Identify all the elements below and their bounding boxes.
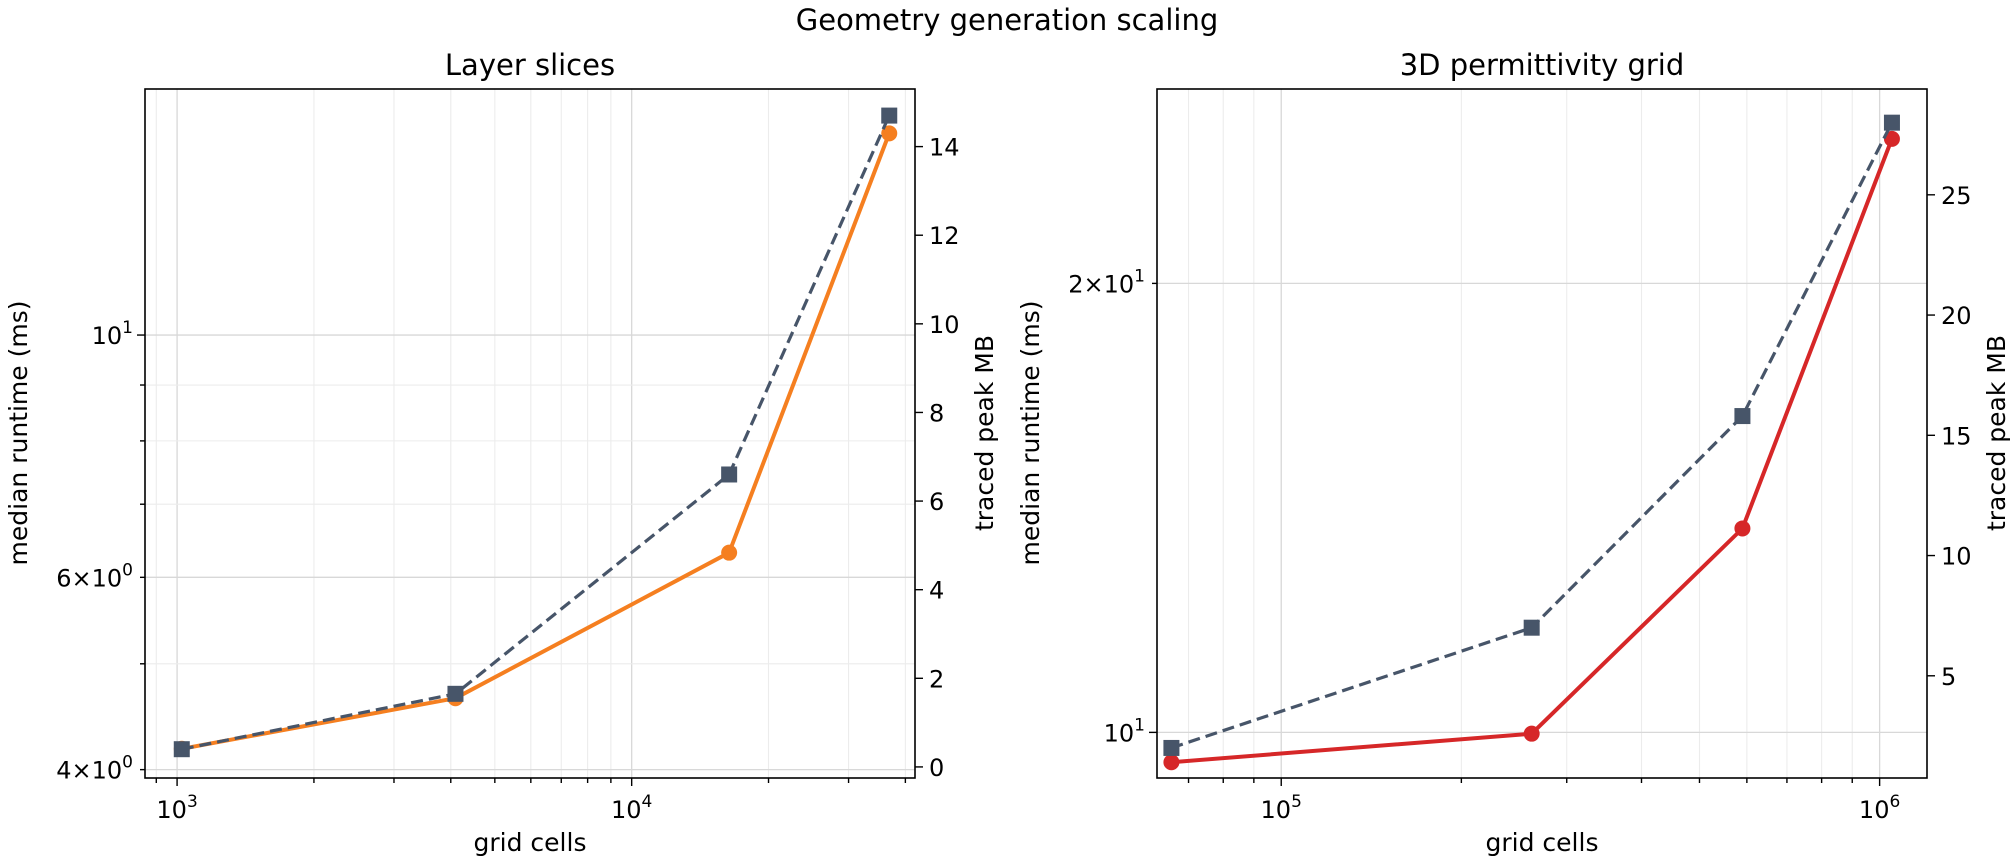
y-right-tick-label: 15 <box>1941 422 1972 450</box>
y-tick-base: 10 <box>92 322 123 350</box>
x-tick-label: 105 <box>1261 792 1302 824</box>
y-right-tick-label: 6 <box>929 488 944 516</box>
grid-3d-permittivity-grid <box>1157 89 1927 778</box>
y-right-tick-label: 0 <box>929 754 944 782</box>
chart-title-layer-slices: Layer slices <box>445 48 615 82</box>
y-tick-label: 6×100 <box>56 560 133 592</box>
y-right-tick-label: 20 <box>1941 302 1972 330</box>
data-point-square <box>1734 408 1751 425</box>
y-right-tick-label: 10 <box>929 311 960 339</box>
data-point-square <box>1163 739 1180 756</box>
y-tick-label: 101 <box>92 318 133 350</box>
x-tick-base: 10 <box>156 796 187 824</box>
data-point-circle <box>721 544 738 561</box>
x-tick-label: 106 <box>1859 792 1900 824</box>
y-right-tick-label: 4 <box>929 577 944 605</box>
y-tick-base: 6×10 <box>56 564 122 592</box>
y-tick-exponent: 1 <box>1134 715 1145 735</box>
data-point-circle <box>1523 725 1540 742</box>
x-axis-label-3d-permittivity-grid: grid cells <box>1486 828 1599 857</box>
chart-title-3d-permittivity-grid: 3D permittivity grid <box>1400 48 1685 82</box>
x-tick-base: 10 <box>1859 796 1890 824</box>
series-3d-permittivity-grid <box>1163 114 1900 771</box>
series-line-left-3d-permittivity-grid <box>1171 138 1894 765</box>
y-tick-label: 4×100 <box>56 753 133 785</box>
data-point-circle <box>1734 520 1751 537</box>
y-right-tick-label: 10 <box>1941 543 1972 571</box>
series-layer-slices <box>173 107 898 758</box>
x-tick-exponent: 6 <box>1889 792 1900 812</box>
y-right-tick-label: 14 <box>929 134 960 162</box>
y-axis-label-layer-slices: median runtime (ms) <box>4 301 33 566</box>
y-tick-label: 101 <box>1104 715 1145 747</box>
y-right-tick-label: 2 <box>929 665 944 693</box>
x-tick-exponent: 5 <box>1291 792 1302 812</box>
y-right-axis-label-3d-permittivity-grid: traced peak MB <box>1982 335 2011 531</box>
x-tick-label: 103 <box>156 792 197 824</box>
y-tick-base: 10 <box>1104 719 1135 747</box>
data-point-square <box>1883 114 1900 131</box>
data-point-square <box>881 107 898 124</box>
x-tick-base: 10 <box>611 796 642 824</box>
y-tick-exponent: 1 <box>1134 266 1145 286</box>
y-right-tick-label: 5 <box>1941 663 1956 691</box>
plot-frame-3d-permittivity-grid <box>1156 88 1928 779</box>
y-tick-label: 2×101 <box>1068 266 1145 298</box>
y-right-tick-label: 8 <box>929 399 944 427</box>
data-point-circle <box>881 125 898 142</box>
x-axis-label-layer-slices: grid cells <box>474 828 587 857</box>
data-point-circle <box>1163 754 1180 771</box>
data-point-square <box>1523 619 1540 636</box>
series-line-right-3d-permittivity-grid <box>1170 121 1894 750</box>
y-axis-label-3d-permittivity-grid: median runtime (ms) <box>1016 301 1045 566</box>
x-tick-label: 104 <box>611 792 652 824</box>
data-point-square <box>173 741 190 758</box>
x-tick-base: 10 <box>1261 796 1292 824</box>
y-tick-base: 2×10 <box>1068 270 1134 298</box>
y-right-axis-label-layer-slices: traced peak MB <box>970 335 999 531</box>
y-tick-exponent: 0 <box>122 560 133 580</box>
series-line-left-layer-slices <box>181 132 892 751</box>
y-right-tick-label: 25 <box>1941 182 1972 210</box>
data-point-circle <box>1883 130 1900 147</box>
x-tick-exponent: 3 <box>187 792 198 812</box>
figure-suptitle: Geometry generation scaling <box>796 3 1218 37</box>
x-tick-exponent: 4 <box>642 792 653 812</box>
data-point-square <box>721 466 738 483</box>
y-tick-exponent: 1 <box>122 318 133 338</box>
plot-frame-layer-slices <box>144 88 916 779</box>
y-tick-base: 4×10 <box>56 757 122 785</box>
data-point-square <box>447 685 464 702</box>
grid-layer-slices <box>145 89 915 778</box>
series-line-right-layer-slices <box>181 114 891 751</box>
y-tick-exponent: 0 <box>122 753 133 773</box>
y-right-tick-label: 12 <box>929 222 960 250</box>
